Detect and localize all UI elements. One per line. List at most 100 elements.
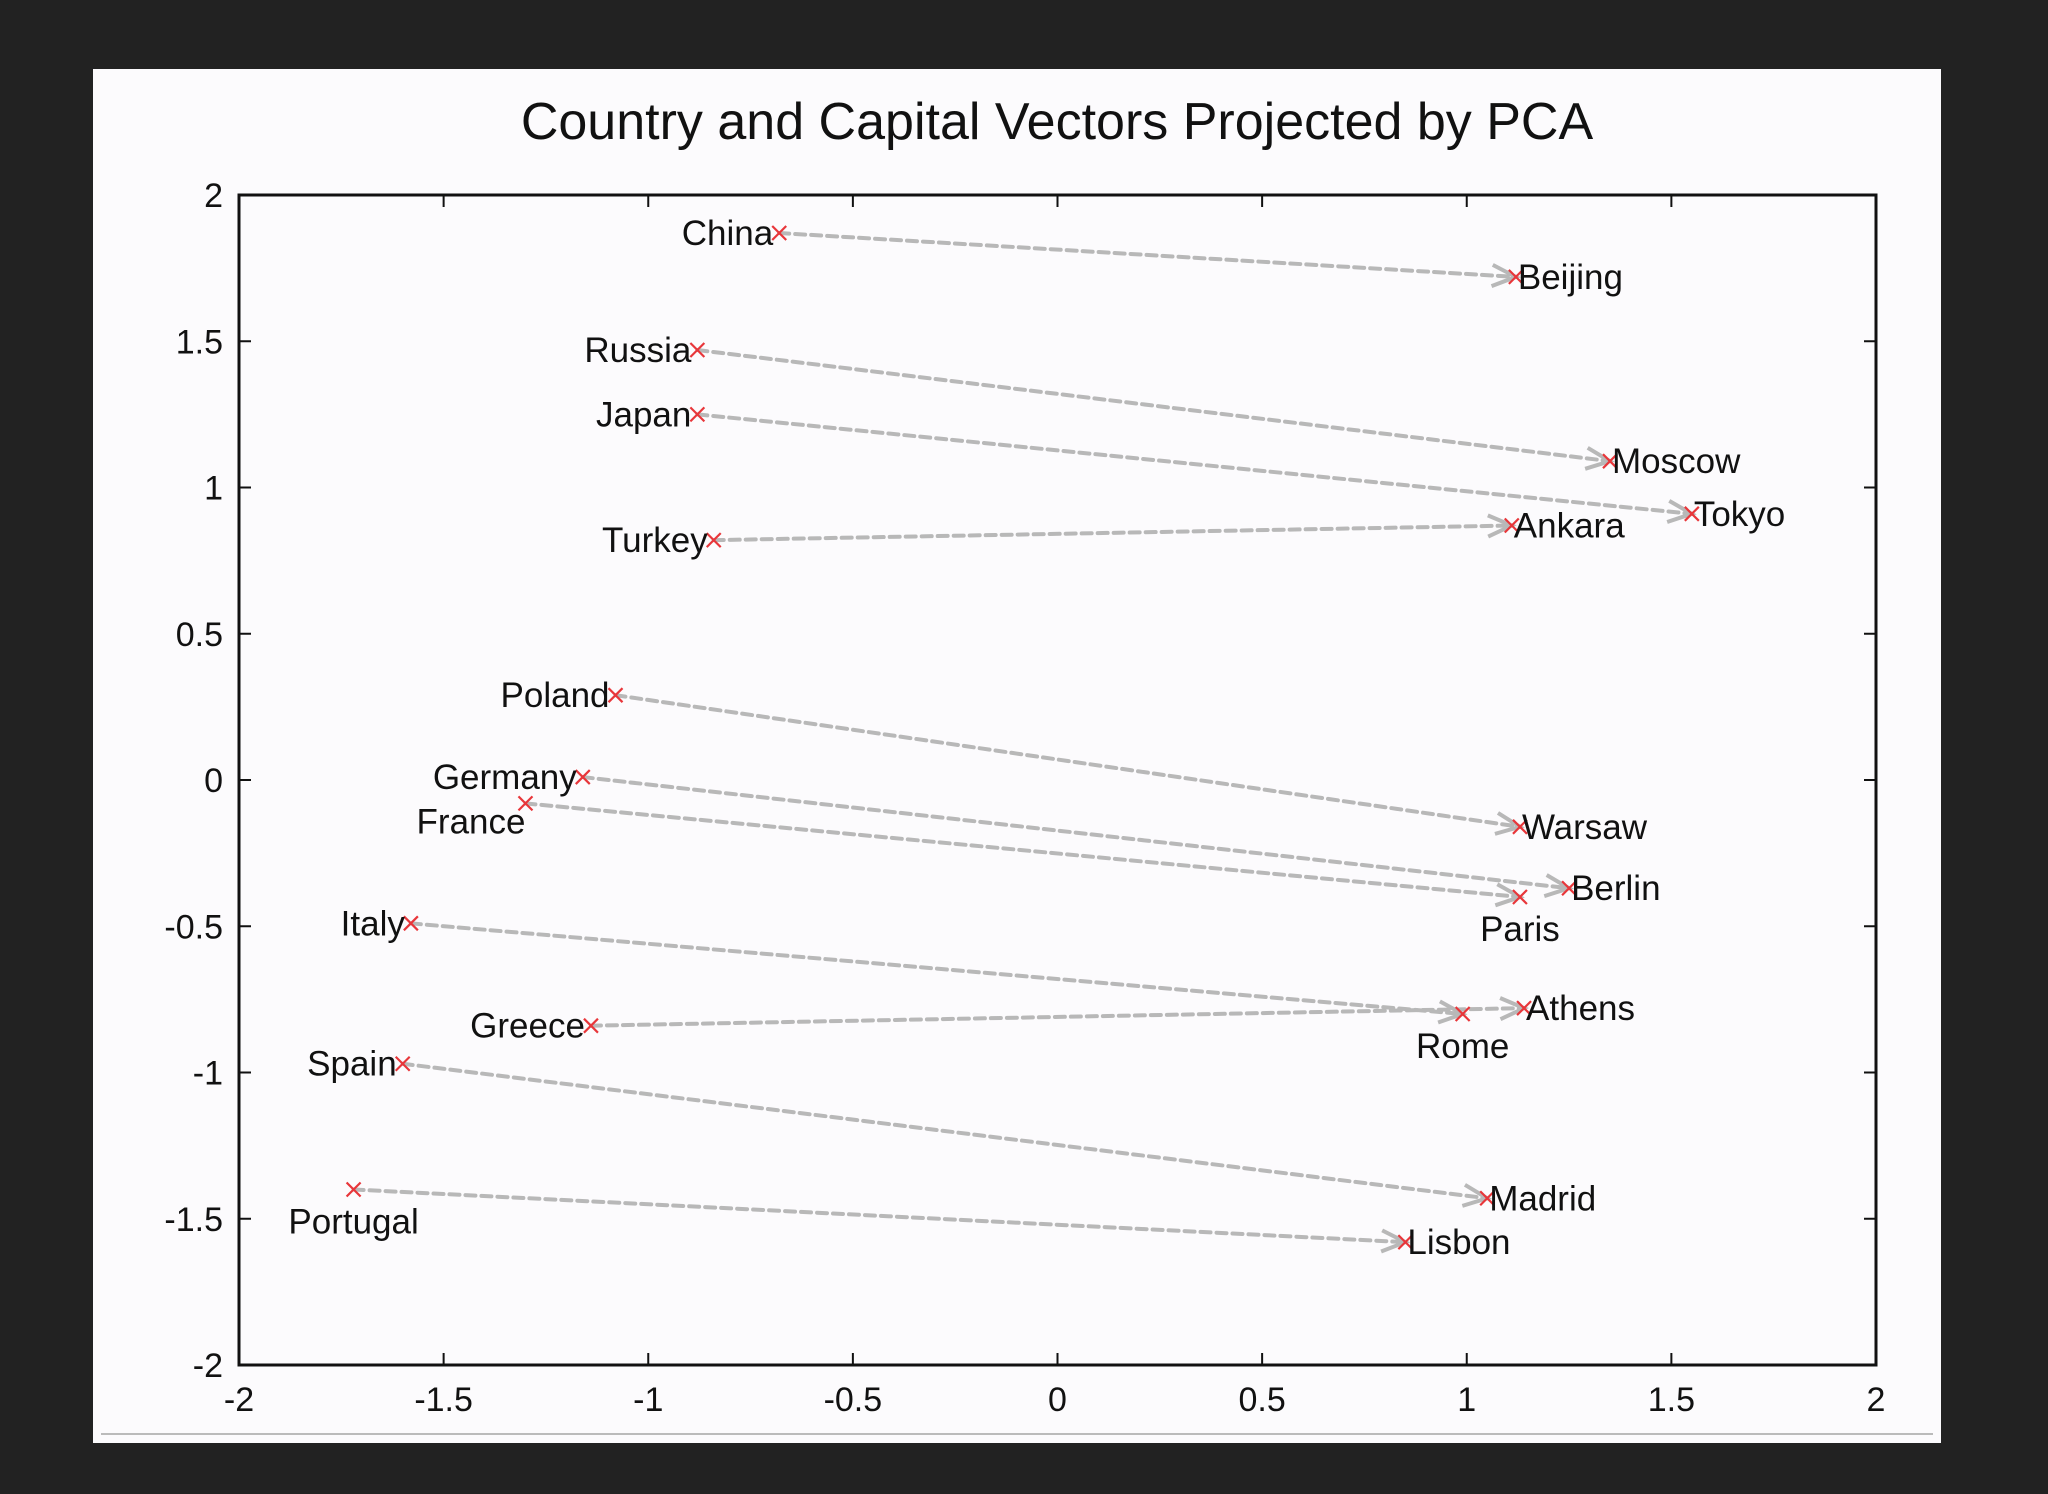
y-tick-label: 0.5 [176,616,223,654]
point-label-france: France [417,802,526,841]
point-label-germany: Germany [433,758,577,797]
point-marker [517,795,534,812]
point-label-china: China [682,214,774,253]
arrow-turkey-ankara [711,523,1514,543]
arrow-poland-warsaw [613,693,1522,829]
point-france: France [417,795,534,841]
point-athens: Athens [1516,989,1635,1028]
point-marker [1684,506,1700,522]
point-marker [403,915,419,932]
point-moscow: Moscow [1602,442,1741,481]
point-paris: Paris [1480,889,1560,949]
x-tick-label: 0 [1048,1381,1067,1419]
point-marker [1602,453,1618,469]
y-tick-label: -2 [193,1347,223,1385]
point-label-tokyo: Tokyo [1694,495,1785,534]
point-label-ankara: Ankara [1514,507,1625,546]
point-turkey: Turkey [602,521,722,560]
point-label-paris: Paris [1480,910,1560,949]
y-tick-label: 1 [204,470,223,508]
arrow-italy-rome [408,921,1465,1016]
pca-scatter-chart: Country and Capital Vectors Projected by… [101,93,1933,1435]
point-marker [607,687,624,703]
point-marker [583,1017,599,1034]
points-layer: China Beijing Russia Moscow Japan Tokyo Turkey… [288,214,1785,1262]
point-marker [1512,819,1528,835]
y-tick-label: 2 [204,177,223,215]
point-marker [1516,1000,1532,1016]
point-china: China [682,214,787,253]
point-marker [689,406,706,423]
point-beijing: Beijing [1508,258,1623,297]
x-tick-label: 0.5 [1238,1381,1285,1419]
arrow-russia-moscow [695,348,1612,464]
arrow-china-beijing [777,231,1518,279]
point-label-italy: Italy [341,904,406,943]
point-marker [345,1181,362,1198]
axes-layer: -2 -1.5 -1 -0.5 0 0.5 1 1.5 2 -2 -1.5 -1 -0.5 0 0.5 1 1.… [164,177,1885,1419]
point-poland: Poland [501,676,624,715]
x-tick-label: -1 [633,1381,663,1419]
y-tick-label: -1 [193,1055,223,1093]
arrow-greece-athens [588,1006,1527,1028]
point-marker [1503,517,1520,534]
point-marker [1454,1006,1471,1022]
x-tick-label: 2 [1867,1381,1886,1419]
point-marker [1479,1190,1495,1207]
point-label-madrid: Madrid [1489,1179,1596,1218]
point-spain: Spain [307,1045,411,1084]
point-italy: Italy [341,904,419,943]
arrow-spain-madrid [400,1061,1490,1201]
point-label-rome: Rome [1416,1027,1509,1066]
point-germany: Germany [433,758,591,797]
point-tokyo: Tokyo [1684,495,1785,534]
point-lisbon: Lisbon [1397,1223,1511,1262]
point-japan: Japan [596,395,706,434]
point-label-poland: Poland [501,676,610,715]
point-marker [1508,269,1524,285]
y-tick-label: -0.5 [164,908,223,946]
point-greece: Greece [470,1007,599,1046]
point-marker [771,225,787,241]
point-marker [689,342,706,358]
point-marker [1561,880,1577,897]
x-tick-label: 1 [1457,1381,1476,1419]
point-rome: Rome [1416,1006,1509,1066]
x-tick-label: -0.5 [824,1381,883,1419]
point-ankara: Ankara [1503,507,1625,546]
point-label-moscow: Moscow [1612,442,1741,481]
y-tick-label: 1.5 [176,323,223,361]
point-madrid: Madrid [1479,1179,1596,1218]
point-label-turkey: Turkey [602,521,708,560]
point-label-beijing: Beijing [1518,258,1623,297]
arrow-germany-berlin [580,775,1572,891]
point-label-berlin: Berlin [1571,869,1660,908]
arrows-layer [351,231,1697,1254]
point-label-greece: Greece [470,1007,585,1046]
x-tick-label: -2 [224,1381,254,1419]
point-berlin: Berlin [1561,869,1661,908]
point-marker [1512,889,1528,905]
arrow-japan-tokyo [695,412,1694,516]
point-label-warsaw: Warsaw [1522,808,1648,847]
point-warsaw: Warsaw [1512,808,1648,847]
point-marker [705,532,722,548]
arrow-france-paris [523,801,1522,899]
point-portugal: Portugal [288,1181,419,1242]
point-label-spain: Spain [307,1045,397,1084]
y-tick-label: -1.5 [164,1201,223,1239]
point-marker [574,769,591,785]
chart-title: Country and Capital Vectors Projected by… [521,93,1594,151]
point-russia: Russia [584,331,706,370]
point-label-portugal: Portugal [288,1203,418,1242]
x-tick-label: -1.5 [414,1381,473,1419]
point-marker [1397,1234,1414,1250]
point-label-athens: Athens [1526,989,1635,1028]
point-label-japan: Japan [596,395,691,434]
y-tick-label: 0 [204,762,223,800]
chart-panel: Country and Capital Vectors Projected by… [93,69,1941,1443]
x-tick-label: 1.5 [1648,1381,1695,1419]
arrow-portugal-lisbon [351,1187,1408,1245]
point-label-lisbon: Lisbon [1407,1223,1510,1262]
point-label-russia: Russia [584,331,692,370]
